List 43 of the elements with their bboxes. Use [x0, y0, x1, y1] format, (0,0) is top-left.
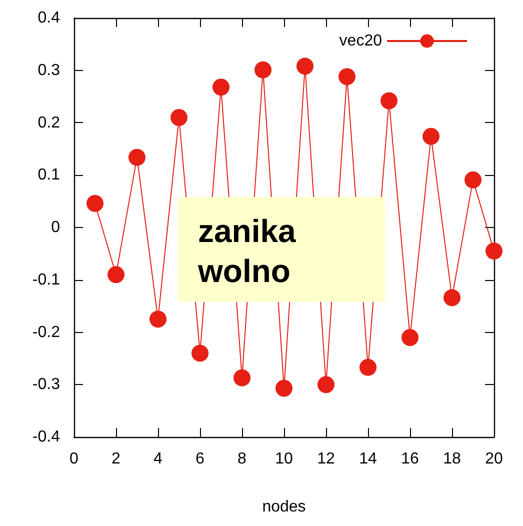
point: [86, 194, 104, 212]
point: [464, 171, 482, 188]
y-tick-label: -0.3: [32, 376, 60, 394]
x-tick-label: 6: [196, 450, 205, 468]
point: [212, 78, 230, 96]
point: [338, 68, 356, 86]
x-tick-label: 16: [401, 450, 419, 468]
y-tick-label: 0.4: [38, 10, 60, 26]
x-tick-label: 4: [154, 450, 163, 468]
y-tick-label: 0: [51, 219, 60, 236]
point: [296, 58, 314, 75]
x-tick-label: 10: [275, 450, 293, 468]
point: [254, 61, 272, 78]
point: [402, 328, 418, 346]
point: [360, 358, 376, 376]
point: [318, 376, 334, 394]
point: [108, 266, 124, 284]
x-tick-label: 0: [70, 450, 79, 468]
x-tick-label: 2: [112, 450, 121, 468]
y-tick-label: -0.2: [32, 324, 60, 341]
x-tick-label: 8: [238, 450, 247, 468]
legend-label: vec20: [339, 32, 382, 50]
x-tick-label: 12: [317, 450, 335, 468]
x-tick-label: 20: [485, 450, 503, 468]
x-axis-title: nodes: [262, 498, 306, 516]
y-tick-label: -0.1: [32, 271, 60, 288]
y-tick-label: 0.2: [38, 114, 60, 132]
point: [192, 344, 208, 362]
y-tick-label: 0.1: [38, 166, 60, 184]
point: [128, 148, 146, 166]
point: [486, 242, 502, 260]
y-tick-label: 0.3: [38, 62, 60, 79]
x-tick-label: 14: [359, 450, 377, 468]
point: [150, 310, 166, 328]
point: [276, 380, 292, 397]
point: [444, 289, 460, 306]
point: [380, 92, 398, 110]
x-tick-label: 18: [443, 450, 461, 468]
point: [170, 109, 188, 126]
y-tick-label: -0.4: [32, 428, 60, 446]
point: [234, 369, 250, 386]
annotation: zanika wolno: [198, 212, 297, 291]
point: [422, 128, 440, 145]
